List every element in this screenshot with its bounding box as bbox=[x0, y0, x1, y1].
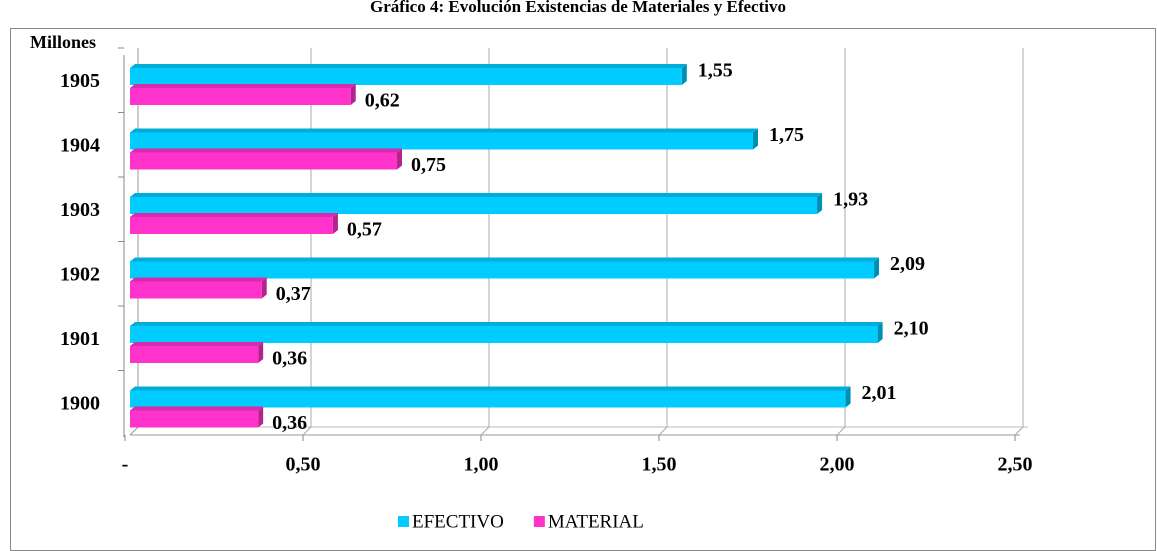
bar-top bbox=[130, 128, 758, 133]
bar bbox=[130, 132, 753, 150]
bar-side bbox=[877, 322, 883, 343]
x-tick-label: 1,50 bbox=[642, 454, 677, 476]
x-tick-label: 2,00 bbox=[820, 454, 855, 476]
bar-top bbox=[130, 322, 883, 326]
value-label: 0,36 bbox=[272, 348, 307, 370]
value-label: 0,36 bbox=[272, 412, 307, 434]
bar-side bbox=[350, 84, 356, 105]
bar bbox=[130, 390, 846, 408]
legend-label: EFECTIVO bbox=[412, 511, 504, 532]
value-label: 1,93 bbox=[833, 189, 868, 211]
bar-top bbox=[130, 84, 356, 88]
x-tick-label: - bbox=[122, 454, 129, 476]
bar bbox=[130, 217, 333, 234]
bar-side bbox=[753, 128, 758, 150]
grid-line bbox=[836, 48, 846, 436]
y-tick-label: 1903 bbox=[60, 199, 100, 221]
value-label: 0,62 bbox=[365, 90, 400, 112]
value-label: 1,55 bbox=[698, 60, 733, 82]
legend-swatch bbox=[398, 516, 409, 527]
bar bbox=[130, 261, 875, 279]
value-label: 2,10 bbox=[894, 318, 929, 340]
x-tick-label: 2,50 bbox=[998, 454, 1033, 476]
y-tick-label: 1900 bbox=[60, 392, 100, 414]
bar-side bbox=[874, 257, 880, 279]
bar-side bbox=[258, 342, 264, 363]
value-label: 1,75 bbox=[769, 124, 804, 146]
bar bbox=[130, 197, 818, 214]
bar-side bbox=[261, 277, 267, 299]
plot-area bbox=[123, 48, 1028, 437]
bar-top bbox=[130, 193, 823, 197]
bar-top bbox=[130, 277, 267, 282]
bar-top bbox=[130, 257, 880, 262]
y-tick-label: 1904 bbox=[60, 134, 100, 156]
bar-side bbox=[258, 406, 264, 428]
bar-side bbox=[332, 213, 338, 234]
axis-label: Millones bbox=[30, 32, 96, 52]
y-tick-label: 1901 bbox=[60, 328, 100, 350]
chart-title: Gráfico 4: Evolución Existencias de Mate… bbox=[370, 0, 786, 16]
value-label: 0,37 bbox=[276, 283, 311, 305]
value-label: 2,01 bbox=[862, 382, 897, 404]
x-tick-label: 1,00 bbox=[464, 454, 499, 476]
bar bbox=[130, 326, 878, 343]
bar-top bbox=[130, 342, 264, 346]
bar-top bbox=[130, 213, 338, 217]
x-tick-label: 0,50 bbox=[286, 454, 321, 476]
bar-top bbox=[130, 386, 851, 391]
value-label: 2,09 bbox=[890, 253, 925, 275]
bar bbox=[130, 281, 262, 299]
bar-side bbox=[681, 64, 687, 85]
value-label: 0,57 bbox=[347, 219, 382, 241]
grid-line bbox=[658, 48, 668, 436]
bar-top bbox=[130, 148, 402, 153]
bar-top bbox=[130, 406, 264, 411]
bar-side bbox=[397, 148, 402, 170]
grid-line bbox=[480, 48, 490, 436]
bar bbox=[130, 410, 259, 428]
bar bbox=[130, 88, 351, 105]
y-tick-label: 1905 bbox=[60, 70, 100, 92]
legend-label: MATERIAL bbox=[548, 511, 644, 532]
grid-line bbox=[302, 48, 312, 436]
bar bbox=[130, 68, 682, 85]
bar-side bbox=[845, 386, 851, 408]
y-tick-label: 1902 bbox=[60, 263, 100, 285]
bar bbox=[130, 152, 397, 170]
legend-swatch bbox=[533, 516, 545, 527]
bar bbox=[130, 346, 259, 363]
bar-side bbox=[817, 193, 823, 214]
bar-top bbox=[130, 64, 687, 68]
grid-line bbox=[1014, 48, 1024, 436]
value-label: 0,75 bbox=[411, 154, 446, 176]
